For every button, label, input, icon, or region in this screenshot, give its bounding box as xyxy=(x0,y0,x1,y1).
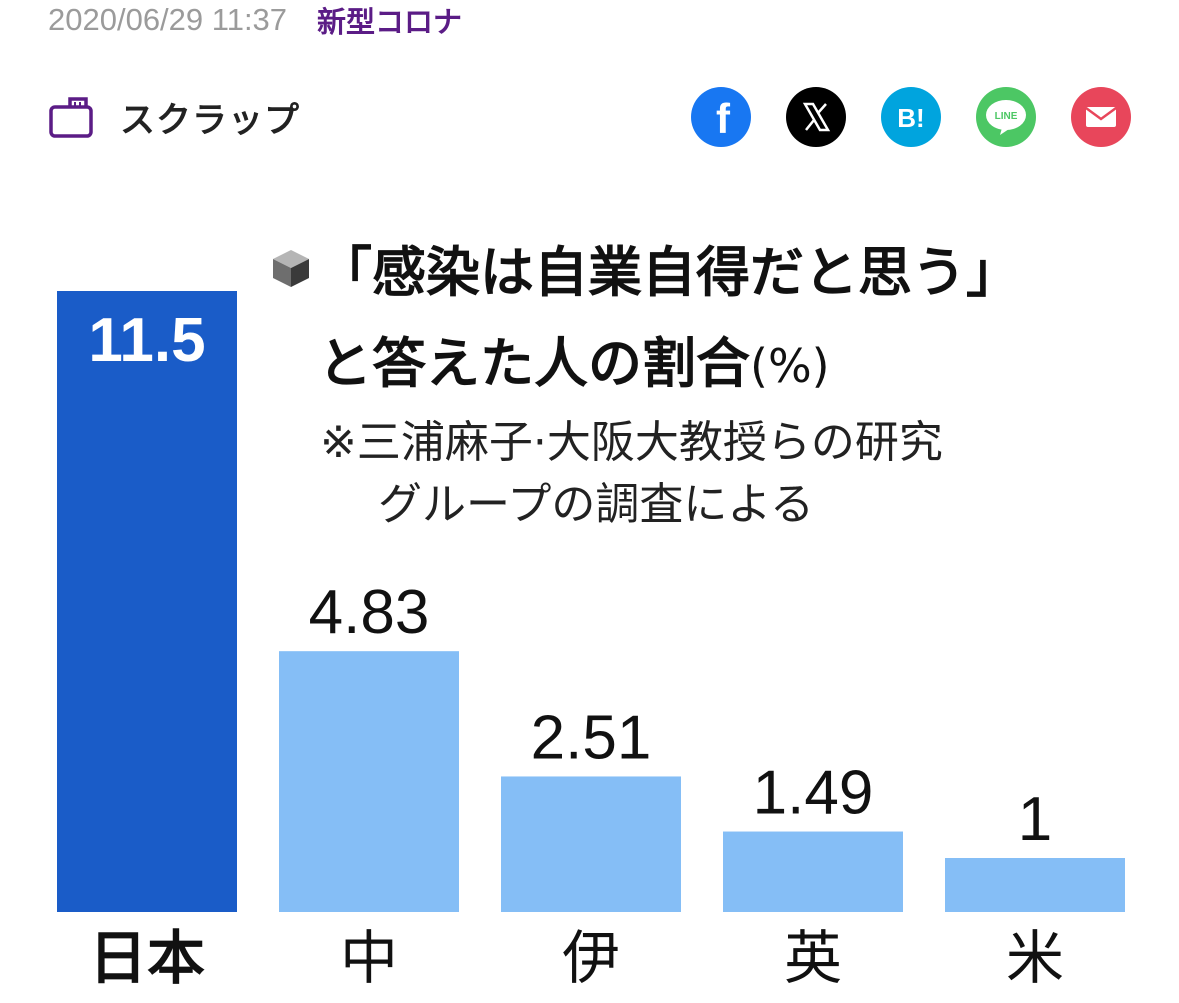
bar-value-label-2: 2.51 xyxy=(531,703,652,772)
svg-text:LINE: LINE xyxy=(995,111,1018,122)
category-label-0: 日本 xyxy=(89,924,205,992)
share-x-button[interactable] xyxy=(786,87,846,147)
publish-datetime: 2020/06/29 11:37 xyxy=(48,2,288,37)
share-hatena-button[interactable]: B! xyxy=(881,87,941,147)
share-line-button[interactable]: LINE xyxy=(976,87,1036,147)
chart-title-line2: と答えた人の割合(%) xyxy=(318,319,830,398)
chart-unit: (%) xyxy=(750,339,830,393)
chart-subtitle-text: と答えた人の割合 xyxy=(318,332,750,395)
bar-chart-svg: 11.5 日本 4.83 中 2.51 伊 1.49 英 1 米 xyxy=(57,291,1125,992)
bar-value-label-4: 1 xyxy=(1018,785,1052,854)
scrap-label: スクラップ xyxy=(120,100,301,141)
bar-value-label-3: 1.49 xyxy=(753,759,874,828)
chart-title-text: 「感染は自業自得だと思う」 xyxy=(318,241,1020,304)
facebook-icon: f xyxy=(716,95,731,142)
article-meta: 2020/06/29 11:37 新型コロナ xyxy=(48,0,462,40)
article-actions: スクラップ f B! LINE xyxy=(48,87,1131,147)
category-label-2: 伊 xyxy=(562,924,620,992)
share-buttons: f B! LINE xyxy=(691,87,1131,147)
bar-chart: 11.5 日本 4.83 中 2.51 伊 1.49 英 1 米 xyxy=(0,200,1179,1003)
bar-2 xyxy=(501,776,681,912)
svg-text:f: f xyxy=(716,95,731,142)
bar-4 xyxy=(945,858,1125,912)
category-tag[interactable]: 新型コロナ xyxy=(317,5,463,39)
share-mail-button[interactable] xyxy=(1071,87,1131,147)
bar-value-label-1: 4.83 xyxy=(309,578,430,647)
bar-3 xyxy=(723,831,903,912)
category-label-4: 米 xyxy=(1006,924,1064,992)
mail-icon xyxy=(1085,106,1117,127)
svg-text:B!: B! xyxy=(897,103,924,133)
line-icon: LINE xyxy=(986,100,1026,135)
bar-0 xyxy=(57,291,237,912)
chart-source-note-line1: ※三浦麻子·大阪大教授らの研究 xyxy=(320,417,943,468)
x-icon xyxy=(802,102,831,132)
chart-source-note-line2: グループの調査による xyxy=(378,479,815,530)
share-facebook-button[interactable]: f xyxy=(691,87,751,147)
cube-icon xyxy=(273,249,309,287)
scrap-icon xyxy=(49,97,93,138)
bar-value-label-0: 11.5 xyxy=(88,306,205,375)
chart-title-line1: 「感染は自業自得だと思う」 xyxy=(270,228,1020,307)
category-label-1: 中 xyxy=(340,924,398,992)
category-label-3: 英 xyxy=(784,924,842,992)
bar-1 xyxy=(279,651,459,912)
scrap-button[interactable]: スクラップ xyxy=(48,92,300,143)
hatena-bookmark-icon: B! xyxy=(897,103,924,133)
